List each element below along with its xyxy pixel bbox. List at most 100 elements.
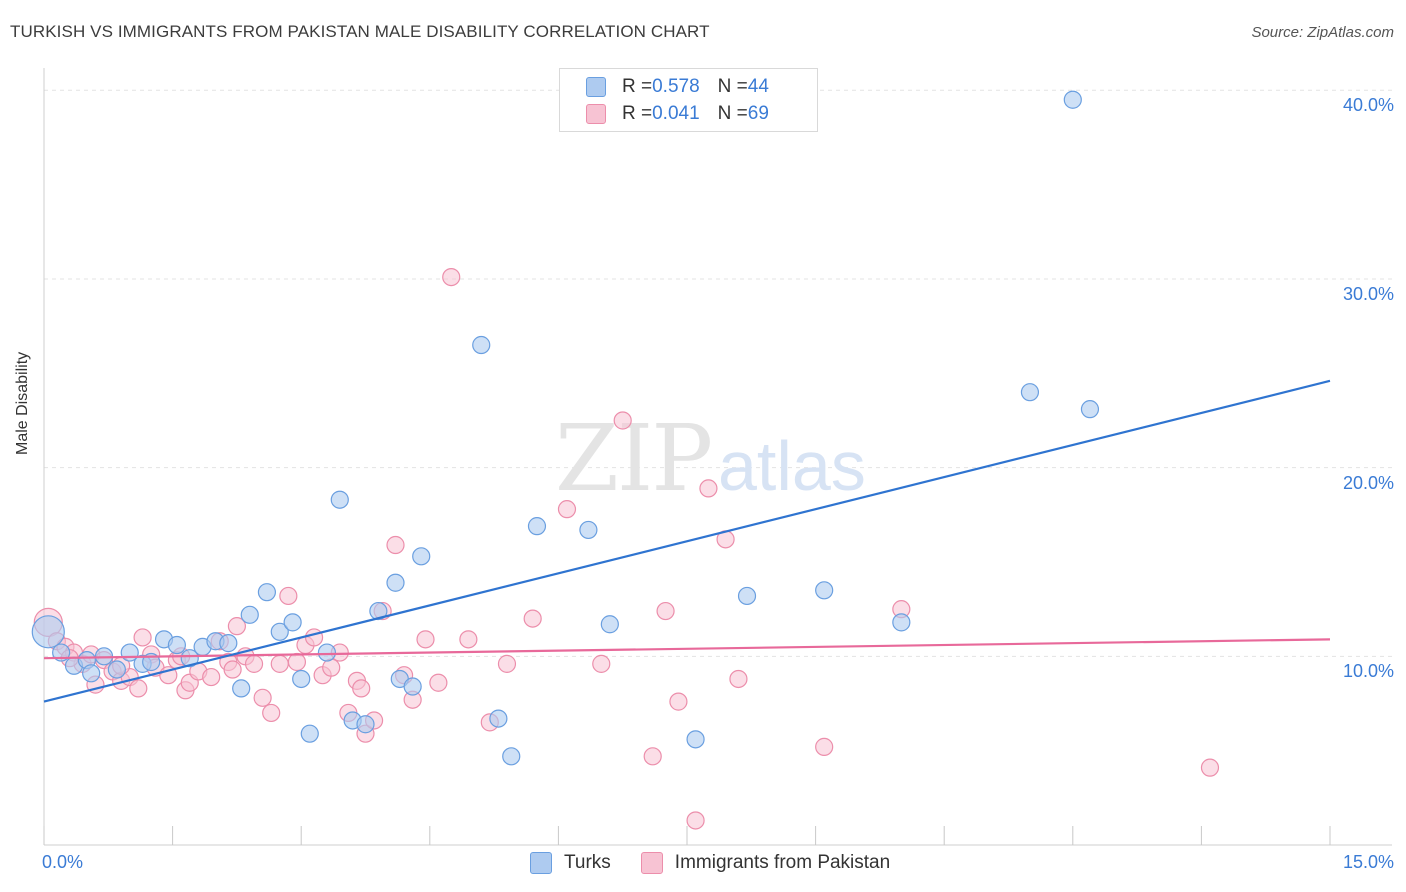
- pakistan-swatch: [586, 104, 606, 124]
- pakistan-point: [253, 688, 272, 707]
- pakistan-trend-line: [43, 638, 1331, 660]
- turks-point: [403, 677, 422, 696]
- x-tick-label-min: 0.0%: [42, 852, 84, 872]
- pakistan-point: [223, 660, 242, 679]
- turks-point: [283, 613, 302, 632]
- pakistan-point: [523, 609, 542, 628]
- pakistan-point: [815, 737, 834, 756]
- x-tick-label-max: 15.0%: [1342, 852, 1394, 872]
- turks-point: [330, 490, 349, 509]
- turks-point: [686, 730, 705, 749]
- turks-trend-line: [43, 379, 1331, 703]
- turks-point: [317, 643, 337, 662]
- turks-point: [527, 517, 547, 536]
- legend-item-turks: Turks: [530, 852, 611, 874]
- turks-point: [600, 615, 619, 634]
- pakistan-point: [613, 411, 632, 430]
- turks-point: [292, 669, 311, 689]
- pakistan-point: [459, 630, 478, 649]
- turks-point: [815, 581, 834, 600]
- pakistan-point: [686, 811, 705, 830]
- pakistan-point: [699, 479, 718, 498]
- turks-legend-swatch: [530, 852, 552, 874]
- turks-point: [412, 547, 431, 566]
- pakistan-legend-swatch: [640, 852, 663, 874]
- turks-point: [386, 573, 405, 592]
- pakistan-point: [442, 267, 461, 287]
- pakistan-point: [352, 679, 371, 698]
- turks-point: [502, 747, 521, 766]
- pakistan-point: [729, 669, 748, 689]
- pakistan-n-label: N =: [717, 103, 748, 124]
- turks-point: [892, 613, 911, 632]
- pakistan-point: [592, 654, 611, 673]
- turks-points: [31, 90, 1100, 766]
- trend-lines: [43, 379, 1331, 703]
- turks-point: [219, 634, 238, 653]
- pakistan-legend-label: Immigrants from Pakistan: [674, 852, 891, 873]
- turks-point: [1063, 90, 1082, 109]
- y-tick-label-1: 20.0%: [1342, 472, 1394, 493]
- pakistan-points: [33, 267, 1220, 830]
- turks-point: [257, 583, 277, 602]
- turks-point: [356, 715, 375, 734]
- pakistan-point: [287, 652, 307, 672]
- turks-point: [579, 520, 598, 540]
- axes: [43, 68, 1392, 846]
- turks-point: [1080, 400, 1100, 419]
- watermark: ZIP atlas: [555, 405, 866, 512]
- y-tick-label-0: 10.0%: [1342, 661, 1394, 682]
- legend-row-pakistan: R = 0.041 N = 69: [586, 102, 769, 126]
- turks-point: [300, 724, 319, 743]
- pakistan-point: [1200, 758, 1220, 777]
- pakistan-point: [133, 628, 152, 647]
- turks-swatch: [586, 77, 606, 97]
- turks-n-label: N =: [717, 76, 748, 97]
- pakistan-point: [129, 679, 148, 698]
- turks-point: [489, 709, 508, 728]
- legend-row-turks: R = 0.578 N = 44: [586, 75, 769, 99]
- watermark-atlas: atlas: [718, 427, 866, 505]
- pakistan-point: [270, 654, 289, 673]
- y-axis-label: Male Disability: [14, 351, 31, 455]
- pakistan-point: [656, 601, 675, 621]
- turks-point: [369, 601, 388, 621]
- turks-point: [737, 586, 757, 606]
- pakistan-point: [279, 586, 298, 606]
- pakistan-point: [669, 692, 688, 711]
- correlation-legend: R = 0.578 N = 44 R = 0.041 N = 69: [559, 68, 818, 132]
- turks-point: [232, 679, 251, 698]
- watermark-zip: ZIP: [555, 405, 711, 512]
- turks-point: [270, 622, 289, 641]
- turks-point: [167, 635, 186, 655]
- turks-point: [240, 605, 259, 624]
- pakistan-point: [322, 658, 341, 677]
- turks-n-value: 44: [747, 76, 769, 97]
- pakistan-point: [416, 630, 435, 649]
- pakistan-point: [557, 500, 577, 519]
- chart-title: TURKISH VS IMMIGRANTS FROM PAKISTAN MALE…: [10, 22, 710, 41]
- turks-point: [180, 649, 199, 668]
- turks-r-value: 0.578: [652, 76, 700, 97]
- pakistan-point: [304, 628, 324, 647]
- turks-r-label: R =: [622, 76, 653, 97]
- pakistan-r-label: R =: [622, 103, 653, 124]
- gridlines: [44, 89, 1392, 657]
- source-label: Source: ZipAtlas.com: [1251, 24, 1394, 41]
- pakistan-point: [262, 703, 281, 723]
- turks-point: [82, 664, 101, 683]
- pakistan-point: [429, 673, 448, 692]
- pakistan-point: [227, 617, 246, 636]
- y-tick-label-2: 30.0%: [1342, 283, 1394, 304]
- turks-legend-label: Turks: [564, 852, 611, 873]
- turks-point: [107, 660, 126, 679]
- turks-point: [472, 335, 491, 355]
- pakistan-point: [497, 654, 517, 673]
- pakistan-point: [643, 747, 662, 766]
- pakistan-n-value: 69: [747, 103, 769, 124]
- pakistan-point: [386, 535, 405, 555]
- series-legend: Turks Immigrants from Pakistan: [530, 852, 920, 874]
- y-tick-label-3: 40.0%: [1342, 95, 1394, 116]
- turks-point: [1020, 383, 1040, 402]
